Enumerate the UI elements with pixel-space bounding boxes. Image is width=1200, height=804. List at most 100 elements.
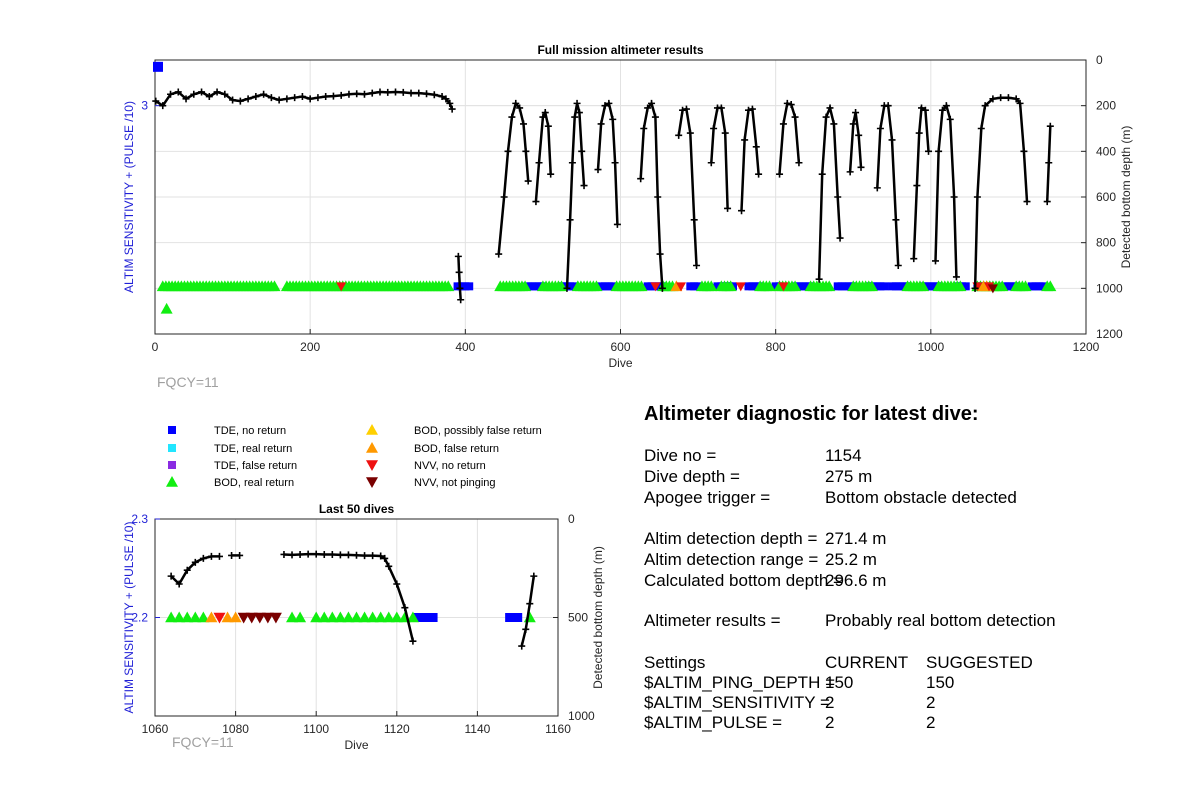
depth-point <box>748 105 756 113</box>
depth-point <box>580 182 588 190</box>
y-right-axis-label: Detected bottom depth (m) <box>591 546 605 689</box>
depth-point <box>795 159 803 167</box>
depth-point <box>205 93 213 101</box>
depth-point <box>260 90 268 98</box>
depth-point <box>826 104 834 112</box>
depth-point <box>654 193 662 201</box>
bod-real-return-marker <box>1019 280 1032 292</box>
y-left-axis-label: ALTIM SENSITIVITY + (PULSE /10) <box>122 522 136 714</box>
tde-no-return-marker <box>513 613 523 622</box>
depth-point <box>1046 122 1054 130</box>
depth-point <box>376 88 384 96</box>
legend-label: NVV, not pinging <box>414 477 496 489</box>
x-tick-label: 600 <box>610 340 630 354</box>
depth-point <box>353 551 360 559</box>
depth-line <box>934 103 958 277</box>
depth-point <box>1045 159 1053 167</box>
bod-false-return-marker <box>229 611 242 623</box>
depth-line <box>155 90 454 110</box>
depth-point <box>1020 147 1028 155</box>
depth-point <box>836 234 844 242</box>
depth-point <box>952 273 960 281</box>
bod-real-return-marker <box>197 611 210 623</box>
depth-point <box>566 216 574 224</box>
depth-point <box>637 175 645 183</box>
depth-point <box>707 159 715 167</box>
depth-point <box>244 95 252 103</box>
depth-point <box>776 170 784 178</box>
y-right-tick-label: 1000 <box>568 709 595 723</box>
depth-line <box>534 108 552 202</box>
tde-no-return-marker <box>608 282 617 291</box>
depth-line <box>912 105 930 259</box>
depth-point <box>884 102 892 110</box>
fqcy-annotation: FQCY=11 <box>172 734 234 750</box>
depth-point <box>791 113 799 121</box>
settings-col-suggested: SUGGESTED <box>926 653 1033 672</box>
depth-point <box>236 551 244 559</box>
depth-point <box>609 115 617 123</box>
bod-real-return-marker <box>165 611 178 623</box>
depth-point <box>1043 198 1051 206</box>
depth-point <box>275 96 283 104</box>
diag-value: 25.2 m <box>825 550 877 569</box>
diag-value: 271.4 m <box>825 529 887 548</box>
legend-label: TDE, no return <box>214 425 286 437</box>
depth-point <box>512 99 520 107</box>
depth-point <box>1012 95 1020 103</box>
depth-point <box>822 113 830 121</box>
depth-point <box>849 120 857 128</box>
depth-point <box>291 94 299 102</box>
bod-real-return-marker <box>342 611 355 623</box>
depth-point <box>221 90 229 98</box>
y-right-tick-label: 1000 <box>1096 281 1123 295</box>
diag-value: 275 m <box>825 467 873 486</box>
depth-point <box>167 90 175 98</box>
depth-point <box>925 147 933 155</box>
depth-point <box>384 88 392 96</box>
depth-point <box>855 131 863 139</box>
depth-point <box>522 625 530 633</box>
depth-point <box>675 131 683 139</box>
nvv-not-pinging-marker <box>261 612 274 624</box>
depth-point <box>368 89 376 97</box>
setting-suggested: 2 <box>926 693 936 712</box>
flag-markers <box>165 611 536 624</box>
depth-line <box>740 107 760 211</box>
depth-point <box>500 193 508 201</box>
depth-point <box>385 562 393 570</box>
tde-no-return-marker <box>961 282 970 291</box>
depth-point <box>834 193 842 201</box>
depth-line <box>283 552 415 642</box>
depth-point <box>946 115 954 123</box>
tde-no-return-marker <box>465 282 474 291</box>
depth-point <box>755 170 763 178</box>
depth-point <box>915 129 923 137</box>
depth-point <box>942 102 950 110</box>
depth-point <box>690 216 698 224</box>
depth-point <box>601 102 609 110</box>
depth-point <box>644 104 652 112</box>
x-tick-label: 0 <box>152 340 159 354</box>
depth-point <box>656 250 664 258</box>
bod-real-return-marker <box>286 611 299 623</box>
bod-real-return-marker <box>310 611 323 623</box>
depth-point <box>573 99 581 107</box>
depth-point <box>532 198 540 206</box>
y-right-tick-label: 400 <box>1096 144 1116 158</box>
x-tick-label: 400 <box>455 340 475 354</box>
legend-item: TDE, no return <box>168 425 286 437</box>
depth-point <box>456 284 464 292</box>
depth-point <box>442 95 450 103</box>
depth-point <box>360 90 368 98</box>
nvv-no-return-marker <box>778 282 789 292</box>
depth-point <box>215 552 223 560</box>
depth-point <box>745 106 753 114</box>
depth-point <box>938 106 946 114</box>
y-right-tick-label: 500 <box>568 611 588 625</box>
bod-real-return-marker <box>1044 280 1057 292</box>
x-tick-label: 1000 <box>917 340 944 354</box>
depth-point <box>977 125 985 132</box>
depth-point <box>159 102 167 110</box>
bod-real-return-marker <box>382 611 395 623</box>
